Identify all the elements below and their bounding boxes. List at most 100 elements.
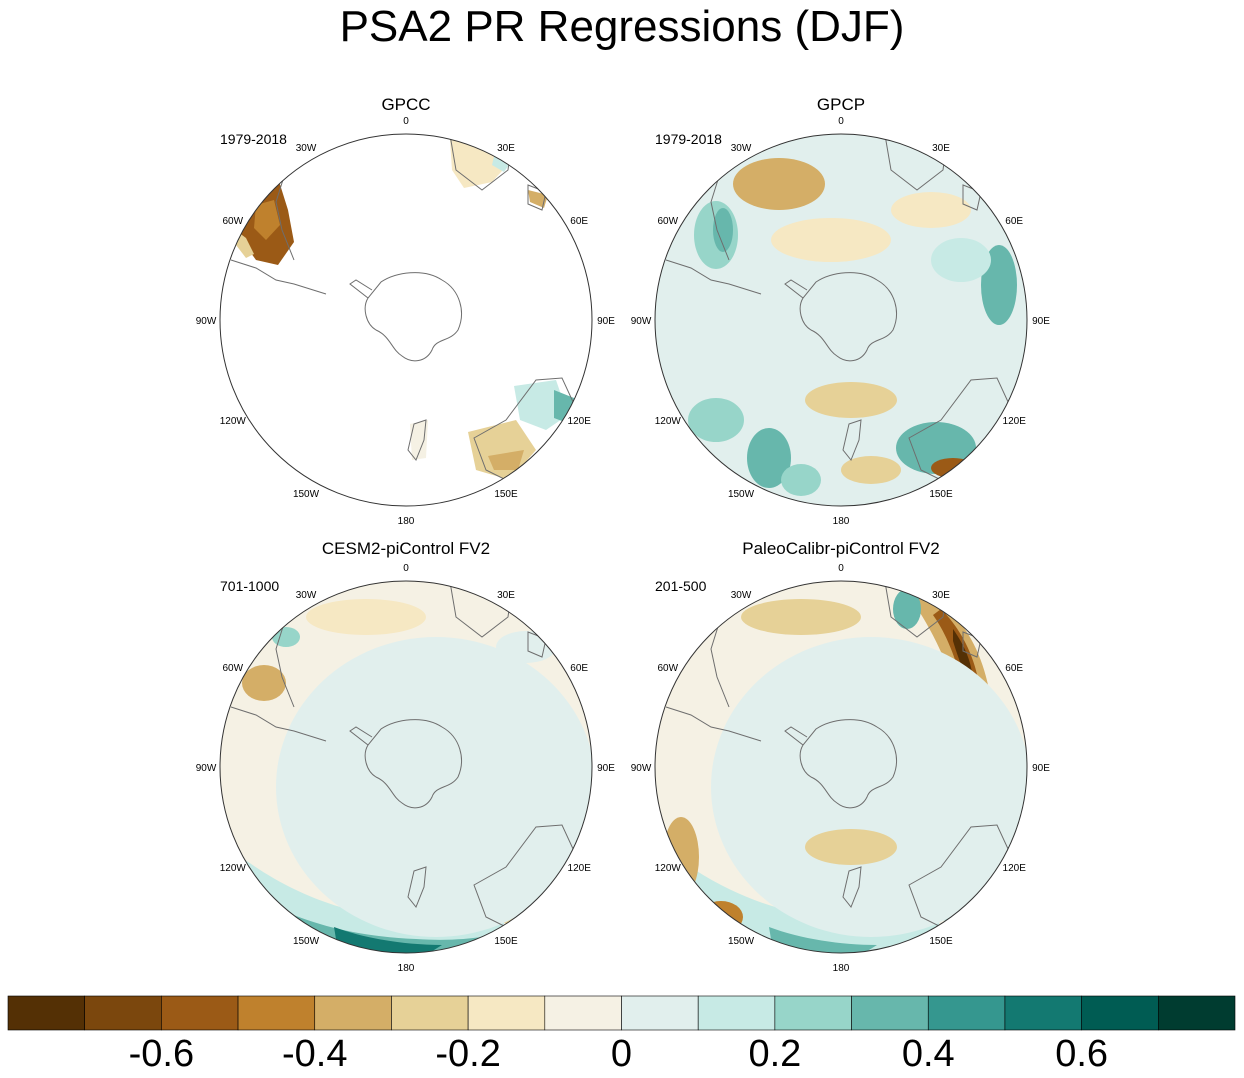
contour-southern-ocean-180 [841,456,901,484]
lon-label-120w: 120W [220,416,247,427]
lon-label-180: 180 [833,516,850,527]
contour-southern-ocean-60e [891,192,971,228]
contour-south-atlantic [306,599,426,635]
lon-label-0: 0 [403,563,409,574]
lon-label-90e: 90E [597,763,615,774]
lon-label-150w: 150W [728,489,755,500]
lon-label-150e: 150E [494,489,518,500]
lon-label-60w: 60W [658,216,679,227]
lon-label-90w: 90W [196,763,217,774]
lon-label-120w: 120W [220,863,247,874]
colorbar-swatch-8 [621,995,699,1031]
contour-south-america-central [254,200,280,240]
figure-title: PSA2 PR Regressions (DJF) [339,2,905,51]
coastline-2 [230,259,327,295]
lon-label-30w: 30W [731,590,752,601]
coastline-0 [799,272,897,362]
lon-label-120e: 120E [1003,863,1027,874]
colorbar-swatch-1 [84,995,162,1031]
lon-label-0: 0 [838,116,844,127]
polar-map-3: 0 30E 60E 90E 120E 150E 180 150W 120W 90W 60W 30W [631,563,1051,974]
lon-label-90e: 90E [1032,763,1050,774]
map-field [655,581,1027,953]
contour-south-atlantic-west [713,208,733,252]
lon-label-150w: 150W [728,936,755,947]
colorbar-swatch-11 [851,995,929,1031]
colorbar-swatch-9 [697,995,776,1031]
contour-weddell-sea [771,218,891,262]
contour-south-america-north [272,627,300,647]
lon-label-120w: 120W [655,863,682,874]
lon-label-0: 0 [403,116,409,127]
lon-label-150w: 150W [293,489,320,500]
coastline-0 [364,719,462,809]
lon-label-30w: 30W [296,590,317,601]
lon-label-120e: 120E [568,863,592,874]
polar-map-0: 0 30E 60E 90E 120E 150E 180 150W 120W 90W 60W 30W [196,116,616,527]
coastline-2 [665,259,762,295]
colorbar-swatch-14 [1081,995,1159,1031]
lon-label-120e: 120E [568,416,592,427]
colorbar-tick-label: 0 [611,1033,632,1075]
lon-label-90w: 90W [631,763,652,774]
lon-label-60e: 60E [570,663,588,674]
coastline-0 [364,272,462,362]
lon-label-150e: 150E [494,936,518,947]
period-label-gpcc: 1979-2018 [220,131,287,147]
colorbar-tick-label: -0.4 [282,1033,347,1075]
lon-label-180: 180 [398,516,415,527]
lon-label-180: 180 [398,963,415,974]
panel-title-gpcc: GPCC [381,95,431,114]
lon-label-90e: 90E [597,316,615,327]
lon-label-0: 0 [838,563,844,574]
colorbar-swatch-13 [1004,995,1082,1031]
contour-pacific-160w [781,464,821,496]
colorbar-tick-label: -0.6 [129,1033,194,1075]
lon-label-60w: 60W [223,663,244,674]
coastline-1 [349,726,373,746]
colorbar-tick-label: 0.2 [748,1033,801,1075]
colorbar-swatch-10 [774,995,852,1031]
colorbar-swatch-2 [161,995,239,1031]
lon-label-150w: 150W [293,936,320,947]
coastline-7 [842,866,862,908]
contour-new-zealand [410,420,428,460]
lon-label-120w: 120W [655,416,682,427]
map-rim [219,580,593,954]
colorbar-swatch-4 [314,995,392,1031]
colorbar-swatch-12 [927,995,1006,1031]
lon-label-60e: 60E [1005,663,1023,674]
contour-southern-ocean-ring [711,637,1027,937]
contour-south-atlantic [741,599,861,635]
contour-south-america-west [242,665,286,701]
contour-pacific-120w [688,398,744,442]
lon-label-30e: 30E [932,143,950,154]
lon-label-60e: 60E [1005,216,1023,227]
map-field [655,134,1027,506]
lon-label-30e: 30E [497,590,515,601]
map-rim [654,580,1028,954]
polar-map-1: 0 30E 60E 90E 120E 150E 180 150W 120W 90W 60W 30W [631,116,1051,527]
map-rim [219,133,593,507]
period-label-cesm2: 701-1000 [220,578,280,594]
lon-label-30e: 30E [932,590,950,601]
lon-label-180: 180 [833,963,850,974]
contour-australia-south [488,450,524,470]
polar-maps: 0 30E 60E 90E 120E 150E 180 150W 120W 90W 60W 30W 0 3… [196,116,1051,974]
lon-label-30e: 30E [497,143,515,154]
lon-label-60e: 60E [570,216,588,227]
colorbar-swatch-3 [237,995,316,1031]
colorbar-tick-label: 0.4 [902,1033,955,1075]
lon-label-150e: 150E [929,936,953,947]
lon-label-150e: 150E [929,489,953,500]
colorbar-tick-label: 0.6 [1055,1033,1108,1075]
contour-pacific-150w [747,428,791,488]
contour-south-atlantic-30w-halo [733,158,825,210]
contour-indian-ocean-south [931,238,991,282]
lon-label-30w: 30W [296,143,317,154]
lon-label-90e: 90E [1032,316,1050,327]
coastline-1 [349,279,373,299]
lon-label-30w: 30W [731,143,752,154]
coastline-0 [799,719,897,809]
